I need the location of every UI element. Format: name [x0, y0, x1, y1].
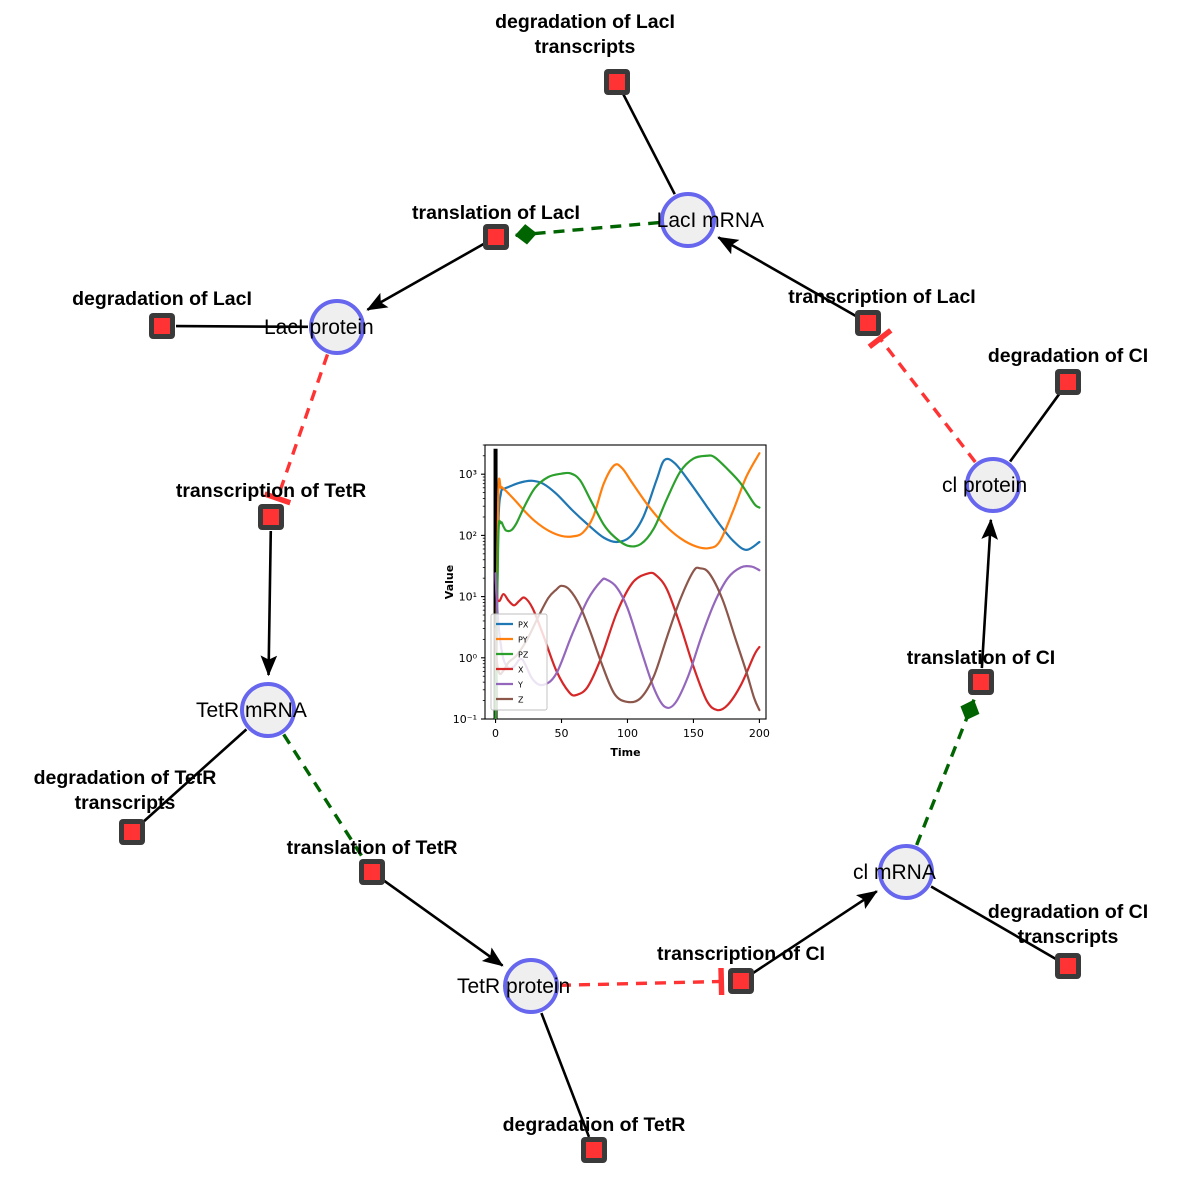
y-axis-title: Value: [443, 565, 456, 599]
x-tick-label: 50: [555, 727, 569, 740]
legend-label-Z: Z: [518, 695, 524, 704]
reaction-label-transcription_cl: transcription of CI: [657, 943, 825, 965]
chart-axes: 0 50 100 150 200 10⁻¹ 10⁰ 10¹ 10² 10³: [453, 444, 770, 740]
edge-transcription_tetR-to-tetR_mrna: [260, 530, 278, 677]
edge-deg_lacI_transcripts-to-lacI_mrna: [622, 93, 676, 195]
reaction-node-translation_cl[interactable]: [973, 674, 989, 690]
edge-deg_cl-to-cl_protein: [1009, 392, 1061, 463]
x-tick-label: 0: [492, 727, 499, 740]
timecourse-chart: 0 50 100 150 200 10⁻¹ 10⁰ 10¹ 10² 10³ PX PY PZ XYZ T…: [441, 432, 774, 757]
reaction-node-deg_cl[interactable]: [1060, 374, 1076, 390]
reaction-node-translation_tetR[interactable]: [364, 864, 380, 880]
edge-tetR_mrna-to-deg_tetR_transcripts: [141, 728, 248, 824]
species-label-cl_mrna: cl mRNA: [853, 861, 936, 884]
reaction-node-deg_lacI_transcripts[interactable]: [609, 74, 625, 90]
label-layer: LacI mRNA LacI protein TetR mRNA TetR prote…: [34, 11, 1149, 1136]
edge-cl_mrna-to-deg_cl_transcripts: [930, 885, 1057, 961]
reaction-node-transcription_tetR[interactable]: [263, 509, 279, 525]
edge-tetR_protein-to-transcription_cl: [559, 967, 725, 996]
reaction-node-transcription_cl[interactable]: [733, 973, 749, 989]
edge-lacI_mrna-to-translation_lacI: [514, 220, 660, 245]
reaction-node-deg_cl_transcripts[interactable]: [1060, 958, 1076, 974]
series-line-PX: [494, 457, 761, 719]
legend-label-Y: Y: [517, 680, 523, 689]
y-tick-label: 10²: [459, 529, 477, 542]
species-node-cl_protein[interactable]: [965, 457, 1021, 513]
reaction-label-translation_cl: translation of CI: [907, 647, 1055, 669]
node-layer[interactable]: [119, 69, 1081, 1163]
x-tick-label: 100: [617, 727, 638, 740]
species-label-lacI_protein: LacI protein: [264, 316, 374, 339]
legend-label-PZ: PZ: [518, 650, 529, 659]
reaction-label-deg_lacI_transcripts: degradation of LacI transcripts: [495, 11, 675, 58]
edge-translation_cl-to-cl_protein: [980, 518, 998, 669]
edge-deg_lacI-to-lacI_protein: [175, 324, 309, 329]
species-node-tetR_mrna[interactable]: [240, 682, 296, 738]
species-node-lacI_mrna[interactable]: [660, 192, 716, 248]
species-label-tetR_mrna: TetR mRNA: [196, 699, 307, 722]
edge-cl_protein-to-transcription_lacI: [867, 328, 977, 464]
chart-plot-frame: [484, 444, 767, 720]
species-label-lacI_mrna: LacI mRNA: [657, 209, 764, 232]
reaction-node-transcription_lacI[interactable]: [860, 315, 876, 331]
species-node-lacI_protein[interactable]: [309, 299, 365, 355]
timecourse-inset-plot: 0 50 100 150 200 10⁻¹ 10⁰ 10¹ 10² 10³ PX PY PZ X Y Z T…: [440, 431, 775, 758]
edge-layer: [141, 93, 1061, 1138]
x-axis-title: Time: [610, 746, 640, 757]
y-tick-label: 10³: [459, 468, 477, 481]
edge-tetR_protein-to-deg_tetR: [540, 1012, 591, 1138]
reaction-label-deg_lacI: degradation of LacI: [72, 288, 252, 310]
edge-lacI_protein-to-transcription_tetR: [263, 353, 330, 506]
reaction-node-deg_tetR[interactable]: [586, 1142, 602, 1158]
x-tick-label: 200: [749, 727, 770, 740]
y-tick-label: 10⁻¹: [453, 713, 477, 726]
species-node-cl_mrna[interactable]: [878, 844, 934, 900]
species-label-cl_protein: cl protein: [942, 474, 1027, 497]
reaction-label-deg_cl_transcripts: degradation of CI transcripts: [988, 901, 1148, 948]
edge-translation_tetR-to-tetR_protein: [382, 879, 504, 967]
legend-label-PX: PX: [518, 620, 529, 629]
legend-label-X: X: [518, 665, 524, 674]
species-node-tetR_protein[interactable]: [503, 958, 559, 1014]
reaction-label-deg_tetR_transcripts: degradation of TetR transcripts: [34, 767, 217, 814]
reaction-label-transcription_tetR: transcription of TetR: [176, 480, 366, 502]
edge-tetR_mrna-to-translation_tetR: [282, 733, 366, 862]
chart-text: Time Value: [443, 565, 641, 757]
legend-label-PY: PY: [518, 635, 528, 644]
reaction-label-deg_tetR: degradation of TetR: [503, 1114, 686, 1136]
series-line-PY: [494, 452, 761, 719]
y-tick-label: 10¹: [459, 591, 477, 604]
reaction-node-deg_tetR_transcripts[interactable]: [124, 824, 140, 840]
reaction-label-translation_tetR: translation of TetR: [287, 837, 458, 859]
edge-cl_mrna-to-translation_cl: [915, 699, 980, 846]
reaction-label-deg_cl: degradation of CI: [988, 345, 1148, 367]
series-line-PZ: [494, 454, 761, 719]
edge-transcription_cl-to-cl_mrna: [751, 890, 878, 975]
reaction-label-translation_lacI: translation of LacI: [412, 202, 580, 224]
reaction-label-transcription_lacI: transcription of LacI: [788, 286, 975, 308]
species-label-tetR_protein: TetR protein: [457, 975, 570, 998]
chart-legend: PX PY PZ XYZ: [490, 613, 548, 711]
series-line-X: [494, 571, 761, 712]
reaction-node-translation_lacI[interactable]: [488, 229, 504, 245]
y-tick-label: 10⁰: [459, 652, 478, 665]
edge-translation_lacI-to-lacI_protein: [366, 242, 485, 311]
x-tick-label: 150: [683, 727, 704, 740]
edge-transcription_lacI-to-lacI_mrna: [717, 236, 857, 318]
reaction-node-deg_lacI[interactable]: [154, 318, 170, 334]
